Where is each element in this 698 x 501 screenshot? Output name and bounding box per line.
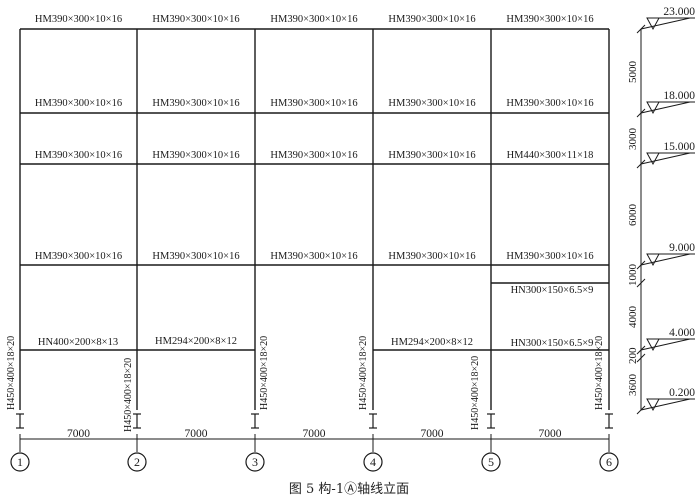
bay-span-label: 7000 — [421, 428, 444, 440]
beam-label: HM440×300×11×18 — [507, 150, 594, 161]
axis-bubble — [599, 452, 619, 472]
beam-label: HM390×300×10×16 — [35, 14, 122, 25]
beam-label: HM390×300×10×16 — [152, 251, 239, 262]
bay-span-label: 7000 — [539, 428, 562, 440]
beam-label: HM390×300×10×16 — [506, 251, 593, 262]
column-label: H450×400×18×20 — [594, 336, 605, 410]
axis-bubble — [481, 452, 501, 472]
elevation-marker — [640, 253, 691, 266]
beam-label: HM390×300×10×16 — [270, 251, 357, 262]
elevation-label: 9.000 — [669, 242, 695, 254]
elevation-label: 15.000 — [663, 141, 695, 153]
elevation-marker — [640, 17, 691, 30]
elevation-marker — [640, 338, 691, 351]
axis-label: 3 — [252, 455, 258, 469]
beam-label: HN300×150×6.5×9 — [511, 338, 594, 349]
storey-dimension: 6000 — [627, 204, 639, 227]
elevation-marker — [640, 398, 691, 411]
beam-label: HM390×300×10×16 — [388, 150, 475, 161]
axis-bubble — [363, 452, 383, 472]
column-label: H450×400×18×20 — [123, 358, 134, 432]
beam-label: HM390×300×10×16 — [270, 98, 357, 109]
beam-label: HM390×300×10×16 — [270, 14, 357, 25]
axis-label: 2 — [134, 455, 140, 469]
beam-label: HM390×300×10×16 — [388, 14, 475, 25]
beam-label: HM390×300×10×16 — [35, 150, 122, 161]
figure-caption: 图 5 构-1Ⓐ轴线立面 — [288, 482, 410, 497]
storey-dimension: 4000 — [627, 306, 639, 329]
dimension-tick — [636, 353, 646, 363]
column-label: H450×400×18×20 — [358, 336, 369, 410]
storey-dimension: 5000 — [627, 61, 639, 84]
axis-label: 6 — [606, 455, 612, 469]
beam-label: HM390×300×10×16 — [35, 251, 122, 262]
storey-dimension: 3000 — [627, 128, 639, 151]
axis-bubble — [127, 452, 147, 472]
beam-label: HM390×300×10×16 — [152, 150, 239, 161]
bay-span-label: 7000 — [67, 428, 90, 440]
beam-label: HM390×300×10×16 — [506, 98, 593, 109]
axis-label: 4 — [370, 455, 376, 469]
elevation-label: 4.000 — [669, 327, 695, 339]
elevation-marker — [640, 152, 691, 165]
axis-label: 1 — [17, 455, 23, 469]
column-label: H450×400×18×20 — [470, 356, 481, 430]
storey-dimension: 1000 — [627, 264, 639, 287]
column-label: H450×400×18×20 — [6, 336, 17, 410]
dimension-tick — [636, 278, 646, 288]
beam-label: HM294×200×8×12 — [391, 337, 473, 348]
beam-label: HM390×300×10×16 — [35, 98, 122, 109]
axis-bubble — [10, 452, 30, 472]
beam-label: HM390×300×10×16 — [152, 98, 239, 109]
bay-span-label: 7000 — [303, 428, 326, 440]
column-label: H450×400×18×20 — [259, 336, 270, 410]
axis-label: 5 — [488, 455, 494, 469]
beam-label: HM390×300×10×16 — [152, 14, 239, 25]
bay-span-label: 7000 — [185, 428, 208, 440]
beam-label: HM294×200×8×12 — [155, 336, 237, 347]
beam-label: HM390×300×10×16 — [270, 150, 357, 161]
beam-label: HM390×300×10×16 — [388, 98, 475, 109]
storey-dimension: 3600 — [627, 374, 639, 397]
elevation-label: 0.200 — [669, 387, 695, 399]
elevation-label: 23.000 — [663, 6, 695, 18]
beam-label: HM390×300×10×16 — [506, 14, 593, 25]
axis-bubble — [245, 452, 265, 472]
beam-label: HM390×300×10×16 — [388, 251, 475, 262]
storey-dimension: 200 — [627, 347, 639, 364]
elevation-marker — [640, 101, 691, 114]
elevation-label: 18.000 — [663, 90, 695, 102]
beam-label: HN300×150×6.5×9 — [511, 285, 594, 296]
beam-label: HN400×200×8×13 — [38, 337, 118, 348]
